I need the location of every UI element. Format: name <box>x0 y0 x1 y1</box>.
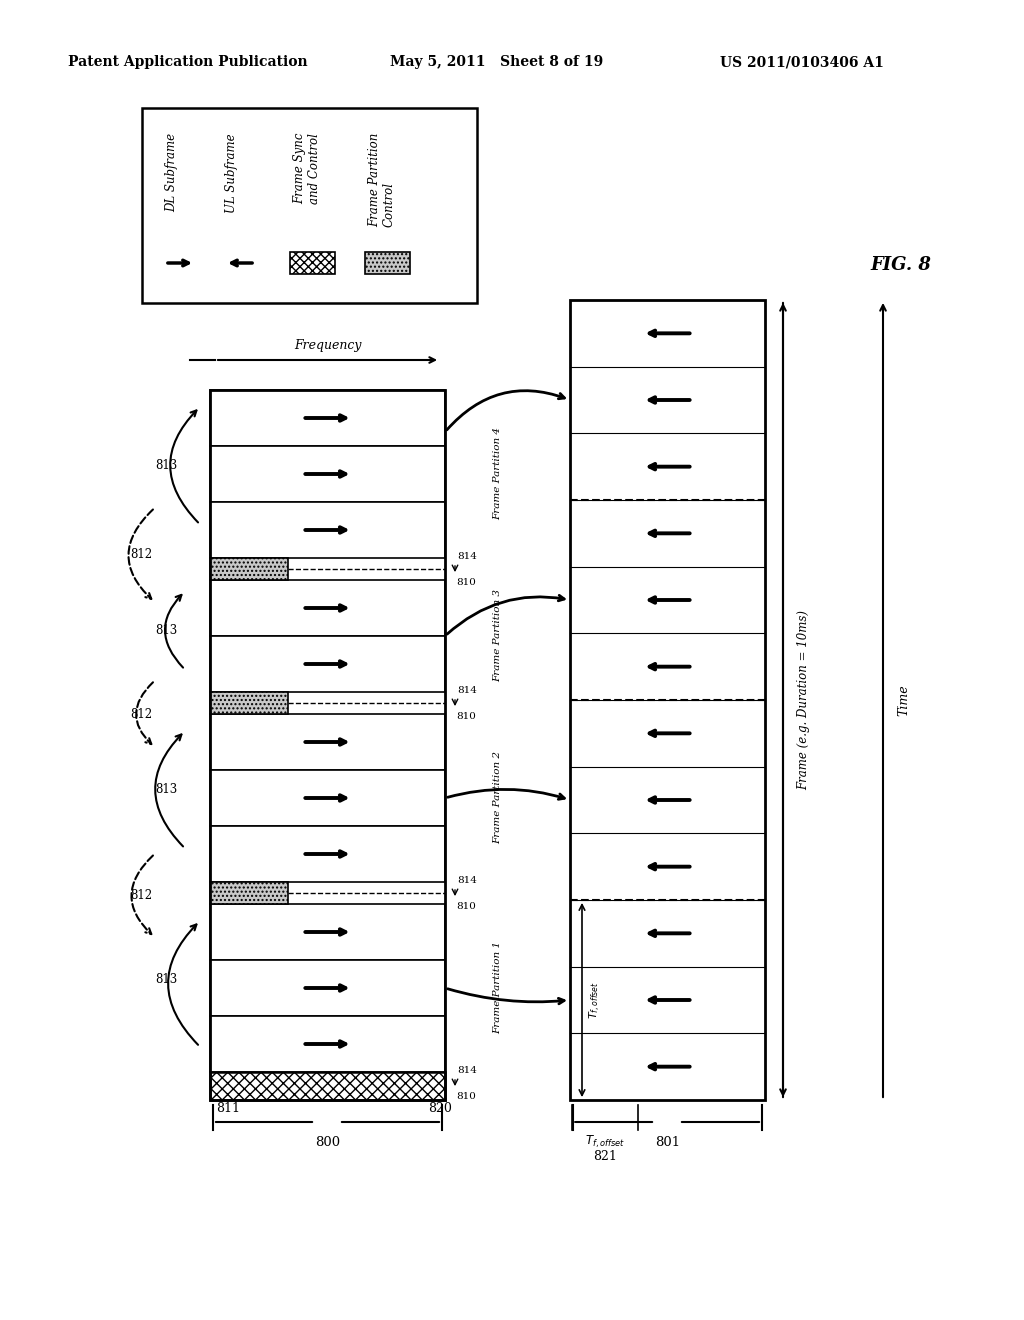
Bar <box>142 108 477 304</box>
Bar <box>210 826 445 882</box>
Text: Frequency: Frequency <box>294 339 361 352</box>
Text: May 5, 2011   Sheet 8 of 19: May 5, 2011 Sheet 8 of 19 <box>390 55 603 69</box>
Text: 801: 801 <box>655 1137 680 1148</box>
Text: 810: 810 <box>456 578 476 587</box>
Text: 814: 814 <box>457 686 477 696</box>
Bar <box>210 960 445 1016</box>
Text: 814: 814 <box>457 876 477 884</box>
Bar <box>210 389 445 446</box>
Text: $T_{f,offset}$: $T_{f,offset}$ <box>585 1134 625 1151</box>
Text: US 2011/0103406 A1: US 2011/0103406 A1 <box>720 55 884 69</box>
Text: 821: 821 <box>593 1150 617 1163</box>
Bar <box>210 558 288 579</box>
Text: 813: 813 <box>155 624 177 636</box>
Text: 814: 814 <box>457 552 477 561</box>
Text: 814: 814 <box>457 1067 477 1074</box>
Text: 812: 812 <box>130 549 153 561</box>
Text: 812: 812 <box>130 890 153 902</box>
Text: UL Subframe: UL Subframe <box>225 133 238 213</box>
Text: Frame (e.g. Duration = 10ms): Frame (e.g. Duration = 10ms) <box>797 610 810 789</box>
Text: 813: 813 <box>155 459 177 473</box>
Bar <box>210 882 288 904</box>
Text: FIG. 8: FIG. 8 <box>870 256 931 275</box>
Bar <box>210 446 445 502</box>
Text: Frame Partition
Control: Frame Partition Control <box>368 133 396 227</box>
Bar <box>210 389 445 1100</box>
Bar <box>210 692 288 714</box>
Bar <box>210 1016 445 1072</box>
Text: Frame Sync
and Control: Frame Sync and Control <box>293 133 321 205</box>
Bar <box>210 904 445 960</box>
Text: Frame Partition 2: Frame Partition 2 <box>494 751 503 845</box>
Text: 810: 810 <box>456 711 476 721</box>
Text: Patent Application Publication: Patent Application Publication <box>68 55 307 69</box>
Text: 813: 813 <box>155 973 177 986</box>
Text: 800: 800 <box>315 1137 340 1148</box>
Bar <box>210 579 445 636</box>
Bar <box>210 770 445 826</box>
Text: 813: 813 <box>155 783 177 796</box>
Text: 811: 811 <box>216 1102 240 1115</box>
Text: 812: 812 <box>130 708 153 721</box>
Bar <box>210 636 445 692</box>
Bar <box>570 300 765 1100</box>
Text: 820: 820 <box>428 1102 452 1115</box>
Text: 810: 810 <box>456 902 476 911</box>
Bar <box>210 502 445 558</box>
Text: Frame Partition 1: Frame Partition 1 <box>494 941 503 1035</box>
Text: Frame Partition 4: Frame Partition 4 <box>494 428 503 520</box>
Bar <box>210 1072 445 1100</box>
Text: 810: 810 <box>456 1092 476 1101</box>
Bar <box>210 714 445 770</box>
Text: Time: Time <box>897 684 910 715</box>
Text: DL Subframe: DL Subframe <box>165 133 178 213</box>
Text: Frame Partition 3: Frame Partition 3 <box>494 590 503 682</box>
Bar <box>365 252 410 275</box>
Bar <box>290 252 335 275</box>
Text: $T_{f,offset}$: $T_{f,offset}$ <box>588 981 603 1019</box>
